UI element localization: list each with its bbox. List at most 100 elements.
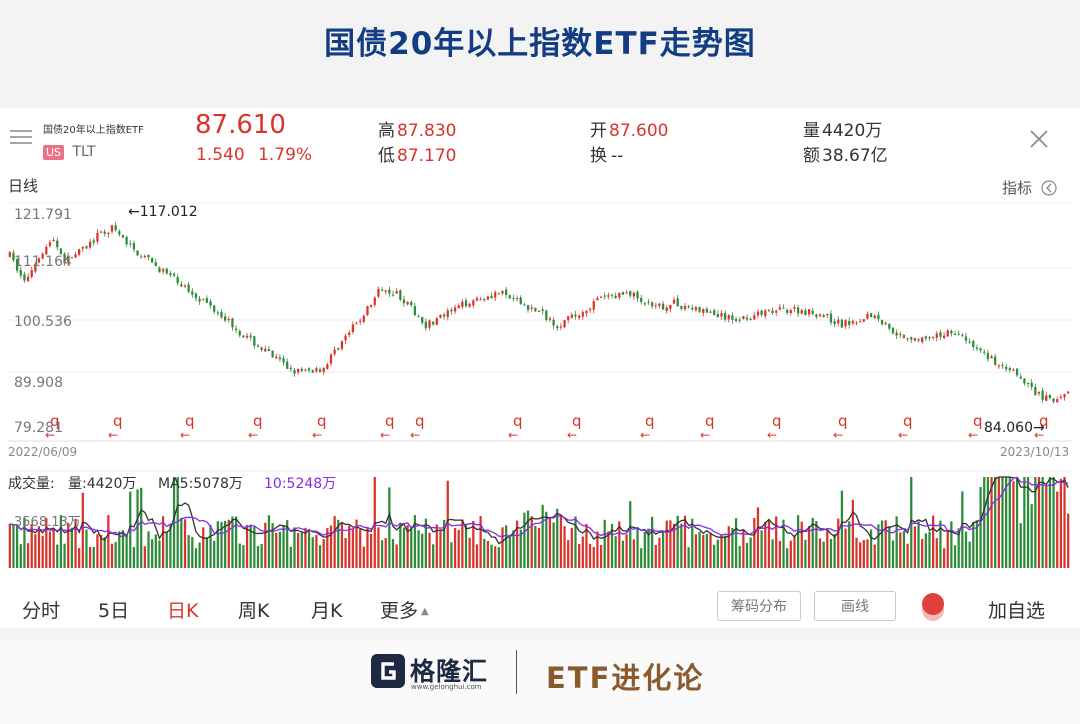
volume-bar xyxy=(231,516,234,568)
volume-bar xyxy=(859,542,862,568)
candle-body xyxy=(406,301,409,305)
volume-bar xyxy=(625,534,628,568)
tab-more[interactable]: 更多 ▲ xyxy=(380,600,429,622)
volume-bar xyxy=(52,528,55,568)
volume-bar xyxy=(869,529,873,568)
candle-body xyxy=(826,314,829,316)
candle-body xyxy=(917,339,920,341)
volume-bar xyxy=(563,526,566,568)
volume-bar xyxy=(78,548,81,568)
candle-body xyxy=(99,231,103,233)
dividend-marker[interactable]: q xyxy=(903,412,913,430)
marker-arrow-icon: ← xyxy=(508,428,518,442)
dividend-marker[interactable]: q xyxy=(113,412,123,430)
candle-body xyxy=(563,320,566,328)
volume-bar xyxy=(691,518,694,568)
candle-body xyxy=(946,330,949,337)
footer: 格隆汇 www.gelonghui.com ETF进化论 xyxy=(0,640,1080,724)
candle-body xyxy=(501,290,504,294)
dividend-marker[interactable]: q xyxy=(50,412,60,430)
candle-body xyxy=(377,289,380,297)
dividend-marker[interactable]: q xyxy=(645,412,655,430)
candle-body xyxy=(483,299,486,301)
candle-body xyxy=(384,290,387,292)
volume-bar xyxy=(271,523,274,568)
volume-bar xyxy=(734,518,738,568)
volume-bar xyxy=(424,518,427,568)
candle-body xyxy=(78,249,81,255)
candle-body xyxy=(329,354,333,364)
volume-bar xyxy=(1048,477,1052,568)
chip-distribution-button[interactable]: 筹码分布 xyxy=(717,591,801,621)
volume-bar xyxy=(793,535,796,568)
volume-bar xyxy=(209,524,212,568)
candle-body xyxy=(318,369,322,372)
volume-bar xyxy=(983,477,986,568)
candle-body xyxy=(588,309,592,311)
draw-line-button[interactable]: 画线 xyxy=(814,591,896,621)
tab-intraday[interactable]: 分时 xyxy=(22,600,61,622)
candle-body xyxy=(282,358,285,363)
volume-bar xyxy=(665,520,668,568)
volume-bar xyxy=(672,523,676,568)
volume-bar xyxy=(764,521,767,568)
volume-bar xyxy=(198,542,201,568)
volume-bar xyxy=(161,516,165,568)
candle-body xyxy=(103,231,106,234)
turnover-stat: 换 -- xyxy=(590,146,624,166)
footer-divider xyxy=(516,650,517,694)
add-watchlist-button[interactable]: 加自选 xyxy=(988,600,1046,622)
candle-body xyxy=(125,236,128,245)
dividend-marker[interactable]: q xyxy=(572,412,582,430)
dividend-marker[interactable]: q xyxy=(838,412,848,430)
dividend-marker[interactable]: q xyxy=(1039,412,1049,430)
volume-bar xyxy=(917,521,920,568)
dividend-marker[interactable]: q xyxy=(317,412,327,430)
volume-bar xyxy=(906,543,909,568)
close-icon[interactable] xyxy=(1030,130,1048,148)
volume-bar xyxy=(873,544,876,568)
candle-body xyxy=(727,314,730,320)
candle-body xyxy=(293,369,296,374)
candle-body xyxy=(629,291,632,296)
dividend-marker[interactable]: q xyxy=(185,412,195,430)
indicator-button[interactable]: 指标 xyxy=(1002,177,1057,200)
dividend-marker[interactable]: q xyxy=(385,412,395,430)
circle-arrow-icon xyxy=(1041,180,1057,200)
volume-bar xyxy=(48,531,52,568)
candle-body xyxy=(8,252,11,257)
tab-daily[interactable]: 日K xyxy=(167,600,199,622)
candlestick-chart[interactable]: q←q←q←q←q←q←q←q←q←q←q←q←q←q←q←q← 121.791… xyxy=(0,198,1080,568)
candle-body xyxy=(713,310,716,315)
candle-body xyxy=(964,336,968,341)
dividend-marker[interactable]: q xyxy=(513,412,523,430)
volume-bar xyxy=(519,529,522,568)
candle-body xyxy=(359,320,362,322)
candle-body xyxy=(59,248,63,255)
dividend-marker[interactable]: q xyxy=(772,412,782,430)
volume-bar xyxy=(723,535,727,568)
tab-5day[interactable]: 5日 xyxy=(98,600,130,622)
dividend-marker[interactable]: q xyxy=(415,412,425,430)
volume-bar xyxy=(913,526,917,568)
volume-bar xyxy=(432,544,435,568)
candle-body xyxy=(702,308,705,313)
volume-bar xyxy=(884,520,887,568)
marker-arrow-icon: ← xyxy=(833,428,843,442)
volume-bar xyxy=(738,545,741,568)
menu-icon[interactable] xyxy=(10,128,32,144)
tab-monthly[interactable]: 月K xyxy=(311,600,343,622)
candle-body xyxy=(694,307,698,311)
candle-body xyxy=(355,323,358,325)
candle-body xyxy=(497,293,500,295)
dividend-marker[interactable]: q xyxy=(705,412,715,430)
volume-bar xyxy=(545,511,548,568)
volume-bar xyxy=(490,544,493,568)
candle-body xyxy=(37,258,41,263)
record-dot-icon[interactable] xyxy=(920,591,946,623)
volume-bar xyxy=(778,540,781,568)
dividend-marker[interactable]: q xyxy=(973,412,983,430)
candle-body xyxy=(804,310,807,315)
dividend-marker[interactable]: q xyxy=(253,412,263,430)
tab-weekly[interactable]: 周K xyxy=(238,600,270,622)
